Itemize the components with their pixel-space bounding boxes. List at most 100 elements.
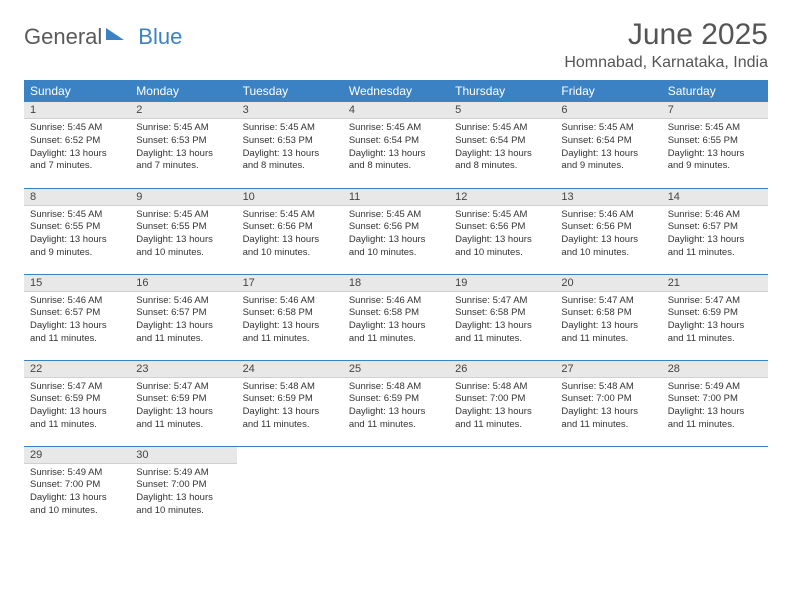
weekday-header: Saturday bbox=[662, 80, 768, 102]
logo-triangle-icon bbox=[106, 28, 124, 40]
day-number: 20 bbox=[555, 275, 661, 292]
day-data: Sunrise: 5:47 AMSunset: 6:59 PMDaylight:… bbox=[662, 292, 768, 350]
calendar-cell bbox=[449, 446, 555, 532]
calendar-week: 8Sunrise: 5:45 AMSunset: 6:55 PMDaylight… bbox=[24, 188, 768, 274]
calendar-cell: 9Sunrise: 5:45 AMSunset: 6:55 PMDaylight… bbox=[130, 188, 236, 274]
day-data: Sunrise: 5:45 AMSunset: 6:55 PMDaylight:… bbox=[130, 206, 236, 264]
logo-word1: General bbox=[24, 24, 102, 50]
calendar-cell: 6Sunrise: 5:45 AMSunset: 6:54 PMDaylight… bbox=[555, 102, 661, 188]
day-data: Sunrise: 5:45 AMSunset: 6:55 PMDaylight:… bbox=[662, 119, 768, 177]
day-number: 28 bbox=[662, 361, 768, 378]
day-number: 18 bbox=[343, 275, 449, 292]
day-number: 25 bbox=[343, 361, 449, 378]
calendar-cell: 18Sunrise: 5:46 AMSunset: 6:58 PMDayligh… bbox=[343, 274, 449, 360]
day-data: Sunrise: 5:45 AMSunset: 6:56 PMDaylight:… bbox=[449, 206, 555, 264]
logo-word2: Blue bbox=[138, 24, 182, 50]
calendar-week: 1Sunrise: 5:45 AMSunset: 6:52 PMDaylight… bbox=[24, 102, 768, 188]
day-number: 22 bbox=[24, 361, 130, 378]
day-data: Sunrise: 5:45 AMSunset: 6:55 PMDaylight:… bbox=[24, 206, 130, 264]
weekday-header: Monday bbox=[130, 80, 236, 102]
day-data: Sunrise: 5:45 AMSunset: 6:54 PMDaylight:… bbox=[343, 119, 449, 177]
day-data: Sunrise: 5:46 AMSunset: 6:58 PMDaylight:… bbox=[237, 292, 343, 350]
day-number: 23 bbox=[130, 361, 236, 378]
day-data: Sunrise: 5:46 AMSunset: 6:57 PMDaylight:… bbox=[24, 292, 130, 350]
calendar-cell: 10Sunrise: 5:45 AMSunset: 6:56 PMDayligh… bbox=[237, 188, 343, 274]
weekday-header: Thursday bbox=[449, 80, 555, 102]
day-number: 19 bbox=[449, 275, 555, 292]
calendar-cell: 21Sunrise: 5:47 AMSunset: 6:59 PMDayligh… bbox=[662, 274, 768, 360]
day-data: Sunrise: 5:48 AMSunset: 7:00 PMDaylight:… bbox=[449, 378, 555, 436]
weekday-header-row: SundayMondayTuesdayWednesdayThursdayFrid… bbox=[24, 80, 768, 102]
day-number: 17 bbox=[237, 275, 343, 292]
day-data: Sunrise: 5:47 AMSunset: 6:59 PMDaylight:… bbox=[130, 378, 236, 436]
calendar-cell bbox=[343, 446, 449, 532]
calendar-cell: 20Sunrise: 5:47 AMSunset: 6:58 PMDayligh… bbox=[555, 274, 661, 360]
day-number: 12 bbox=[449, 189, 555, 206]
day-data: Sunrise: 5:47 AMSunset: 6:58 PMDaylight:… bbox=[449, 292, 555, 350]
day-data: Sunrise: 5:47 AMSunset: 6:59 PMDaylight:… bbox=[24, 378, 130, 436]
day-number: 16 bbox=[130, 275, 236, 292]
calendar-body: 1Sunrise: 5:45 AMSunset: 6:52 PMDaylight… bbox=[24, 102, 768, 532]
day-number: 4 bbox=[343, 102, 449, 119]
calendar-cell: 11Sunrise: 5:45 AMSunset: 6:56 PMDayligh… bbox=[343, 188, 449, 274]
day-data: Sunrise: 5:46 AMSunset: 6:58 PMDaylight:… bbox=[343, 292, 449, 350]
calendar-week: 15Sunrise: 5:46 AMSunset: 6:57 PMDayligh… bbox=[24, 274, 768, 360]
day-number: 9 bbox=[130, 189, 236, 206]
weekday-header: Tuesday bbox=[237, 80, 343, 102]
day-number: 1 bbox=[24, 102, 130, 119]
header: General Blue June 2025 Homnabad, Karnata… bbox=[24, 18, 768, 72]
calendar-cell bbox=[662, 446, 768, 532]
calendar-cell bbox=[237, 446, 343, 532]
calendar-table: SundayMondayTuesdayWednesdayThursdayFrid… bbox=[24, 80, 768, 532]
day-data: Sunrise: 5:45 AMSunset: 6:54 PMDaylight:… bbox=[449, 119, 555, 177]
calendar-cell: 22Sunrise: 5:47 AMSunset: 6:59 PMDayligh… bbox=[24, 360, 130, 446]
day-data: Sunrise: 5:45 AMSunset: 6:56 PMDaylight:… bbox=[343, 206, 449, 264]
calendar-week: 29Sunrise: 5:49 AMSunset: 7:00 PMDayligh… bbox=[24, 446, 768, 532]
weekday-header: Wednesday bbox=[343, 80, 449, 102]
weekday-header: Sunday bbox=[24, 80, 130, 102]
calendar-cell: 19Sunrise: 5:47 AMSunset: 6:58 PMDayligh… bbox=[449, 274, 555, 360]
calendar-cell: 17Sunrise: 5:46 AMSunset: 6:58 PMDayligh… bbox=[237, 274, 343, 360]
day-number: 13 bbox=[555, 189, 661, 206]
day-number: 11 bbox=[343, 189, 449, 206]
calendar-cell: 26Sunrise: 5:48 AMSunset: 7:00 PMDayligh… bbox=[449, 360, 555, 446]
calendar-cell bbox=[555, 446, 661, 532]
calendar-cell: 12Sunrise: 5:45 AMSunset: 6:56 PMDayligh… bbox=[449, 188, 555, 274]
calendar-cell: 28Sunrise: 5:49 AMSunset: 7:00 PMDayligh… bbox=[662, 360, 768, 446]
day-data: Sunrise: 5:48 AMSunset: 6:59 PMDaylight:… bbox=[237, 378, 343, 436]
day-data: Sunrise: 5:46 AMSunset: 6:57 PMDaylight:… bbox=[662, 206, 768, 264]
calendar-cell: 1Sunrise: 5:45 AMSunset: 6:52 PMDaylight… bbox=[24, 102, 130, 188]
day-number: 5 bbox=[449, 102, 555, 119]
day-data: Sunrise: 5:45 AMSunset: 6:53 PMDaylight:… bbox=[130, 119, 236, 177]
day-number: 10 bbox=[237, 189, 343, 206]
calendar-cell: 25Sunrise: 5:48 AMSunset: 6:59 PMDayligh… bbox=[343, 360, 449, 446]
logo: General Blue bbox=[24, 24, 182, 50]
day-number: 14 bbox=[662, 189, 768, 206]
calendar-cell: 27Sunrise: 5:48 AMSunset: 7:00 PMDayligh… bbox=[555, 360, 661, 446]
day-number: 24 bbox=[237, 361, 343, 378]
day-data: Sunrise: 5:48 AMSunset: 6:59 PMDaylight:… bbox=[343, 378, 449, 436]
day-number: 8 bbox=[24, 189, 130, 206]
calendar-cell: 15Sunrise: 5:46 AMSunset: 6:57 PMDayligh… bbox=[24, 274, 130, 360]
day-number: 2 bbox=[130, 102, 236, 119]
day-number: 27 bbox=[555, 361, 661, 378]
day-data: Sunrise: 5:47 AMSunset: 6:58 PMDaylight:… bbox=[555, 292, 661, 350]
day-number: 26 bbox=[449, 361, 555, 378]
location: Homnabad, Karnataka, India bbox=[564, 54, 768, 72]
day-number: 29 bbox=[24, 447, 130, 464]
day-data: Sunrise: 5:49 AMSunset: 7:00 PMDaylight:… bbox=[24, 464, 130, 522]
day-data: Sunrise: 5:46 AMSunset: 6:56 PMDaylight:… bbox=[555, 206, 661, 264]
calendar-cell: 30Sunrise: 5:49 AMSunset: 7:00 PMDayligh… bbox=[130, 446, 236, 532]
day-number: 3 bbox=[237, 102, 343, 119]
day-data: Sunrise: 5:46 AMSunset: 6:57 PMDaylight:… bbox=[130, 292, 236, 350]
day-data: Sunrise: 5:49 AMSunset: 7:00 PMDaylight:… bbox=[662, 378, 768, 436]
calendar-cell: 14Sunrise: 5:46 AMSunset: 6:57 PMDayligh… bbox=[662, 188, 768, 274]
calendar-cell: 2Sunrise: 5:45 AMSunset: 6:53 PMDaylight… bbox=[130, 102, 236, 188]
day-number: 15 bbox=[24, 275, 130, 292]
calendar-cell: 24Sunrise: 5:48 AMSunset: 6:59 PMDayligh… bbox=[237, 360, 343, 446]
calendar-cell: 16Sunrise: 5:46 AMSunset: 6:57 PMDayligh… bbox=[130, 274, 236, 360]
calendar-week: 22Sunrise: 5:47 AMSunset: 6:59 PMDayligh… bbox=[24, 360, 768, 446]
day-number: 21 bbox=[662, 275, 768, 292]
day-data: Sunrise: 5:48 AMSunset: 7:00 PMDaylight:… bbox=[555, 378, 661, 436]
day-number: 6 bbox=[555, 102, 661, 119]
